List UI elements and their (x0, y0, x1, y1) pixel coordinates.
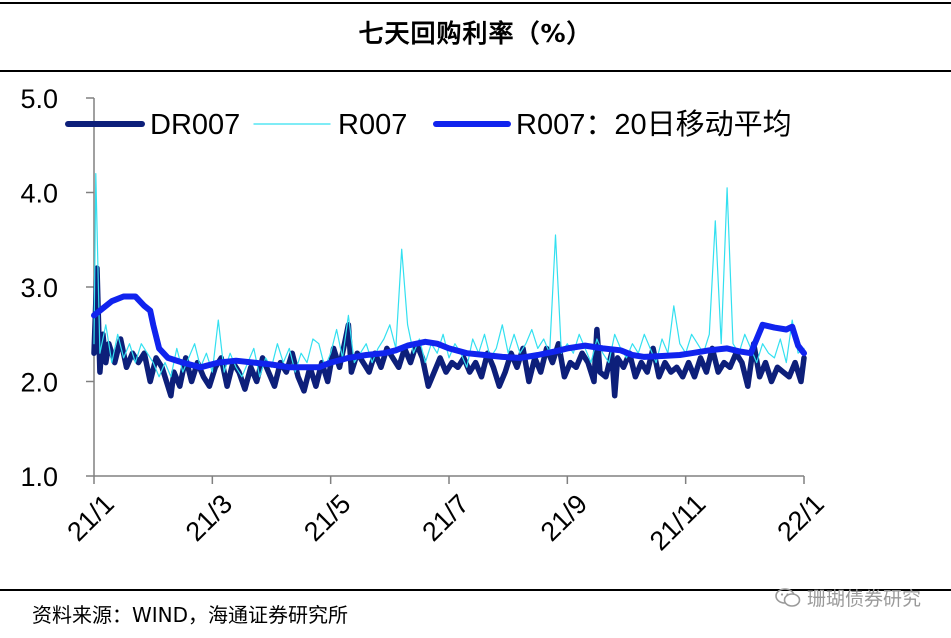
y-tick-label: 1.0 (20, 462, 58, 492)
legend-label-2: R007：20日移动平均 (516, 108, 792, 141)
watermark: 珊瑚债券研究 (775, 584, 921, 611)
x-tick-label: 21/11 (644, 489, 712, 557)
title-rule (0, 70, 951, 72)
x-tick-label: 21/1 (61, 489, 119, 547)
wechat-icon (775, 587, 801, 608)
top-rule (0, 2, 951, 4)
x-tick-label: 21/5 (298, 489, 356, 547)
axes (86, 97, 805, 484)
x-tick-label: 21/3 (180, 489, 238, 547)
y-tick-label: 4.0 (20, 179, 58, 209)
x-tick-label: 22/1 (771, 489, 829, 547)
y-tick-label: 2.0 (20, 368, 58, 398)
series-lines (91, 173, 807, 399)
x-tick-label: 21/7 (416, 489, 474, 547)
watermark-text: 珊瑚债券研究 (806, 588, 921, 610)
x-tick-label: 21/9 (535, 489, 593, 547)
y-tick-label: 3.0 (20, 273, 58, 303)
source-note: 资料来源：WIND，海通证券研究所 (32, 603, 349, 627)
chart-title: 七天回购利率（%） (358, 19, 593, 48)
series-line-0 (91, 265, 807, 399)
legend-label-1: R007 (338, 109, 407, 141)
y-tick-label: 5.0 (20, 84, 58, 114)
legend: DR007 R007 R007：20日移动平均 (65, 108, 792, 141)
y-axis-tick-labels: 1.0 2.0 3.0 4.0 5.0 (20, 84, 58, 492)
x-axis-tick-labels: 21/1 21/3 21/5 21/7 21/9 21/11 22/1 (61, 489, 829, 557)
line-chart: 1.02.03.04.05.0 21/1 21/3 21/5 21/7 21/9 21/1… (20, 84, 829, 557)
footer-rule (0, 589, 951, 591)
series-line-2 (91, 293, 807, 371)
legend-label-0: DR007 (150, 109, 240, 141)
